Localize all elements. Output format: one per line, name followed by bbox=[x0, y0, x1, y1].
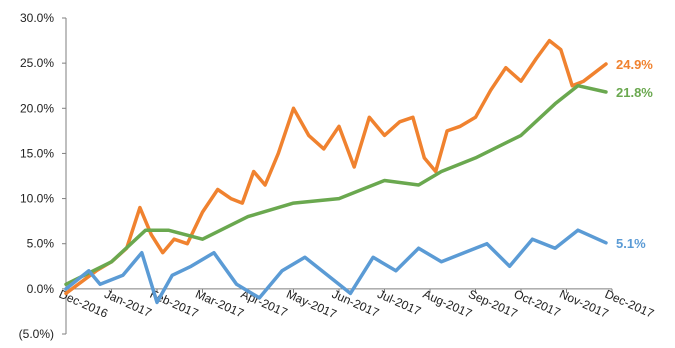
x-tick-label: May-2017 bbox=[284, 287, 339, 322]
x-tick-label: Aug-2017 bbox=[421, 287, 475, 321]
y-tick-label: 25.0% bbox=[20, 56, 54, 70]
series-line-1 bbox=[64, 38, 608, 296]
y-tick-label: 5.0% bbox=[27, 237, 55, 251]
x-tick-label: Sep-2017 bbox=[466, 287, 520, 321]
series-end-label-3: 5.1% bbox=[616, 236, 646, 251]
x-tick-label: Jul-2017 bbox=[375, 287, 423, 319]
series-line-2 bbox=[64, 83, 608, 287]
x-tick-label: Feb-2017 bbox=[148, 287, 201, 321]
series-end-label-1: 24.9% bbox=[616, 57, 653, 72]
y-axis: 30.0% 25.0% 20.0% 15.0% 10.0% 5.0% 0.0% (5.0%) bbox=[19, 11, 67, 341]
series-end-label-2: 21.8% bbox=[616, 85, 653, 100]
x-tick-label: Mar-2017 bbox=[193, 287, 246, 321]
y-tick-label: (5.0%) bbox=[19, 327, 54, 341]
x-tick-label: Nov-2017 bbox=[557, 287, 611, 321]
series-line-3 bbox=[64, 228, 608, 305]
x-tick-label: Oct-2017 bbox=[512, 287, 563, 320]
y-tick-label: 15.0% bbox=[20, 146, 54, 160]
x-tick-label: Dec-2016 bbox=[57, 287, 111, 321]
y-tick-label: 0.0% bbox=[27, 282, 55, 296]
x-tick-label: Jun-2017 bbox=[330, 287, 382, 320]
end-labels: 24.9% 21.8% 5.1% bbox=[616, 57, 653, 251]
y-tick-label: 20.0% bbox=[20, 101, 54, 115]
x-tick-label: Jan-2017 bbox=[102, 287, 154, 320]
x-axis: Dec-2016Jan-2017Feb-2017Mar-2017Apr-2017… bbox=[57, 287, 657, 322]
y-tick-label: 30.0% bbox=[20, 11, 54, 25]
y-tick-label: 10.0% bbox=[20, 192, 54, 206]
x-tick-label: Dec-2017 bbox=[603, 287, 657, 321]
series-layer bbox=[64, 38, 608, 305]
